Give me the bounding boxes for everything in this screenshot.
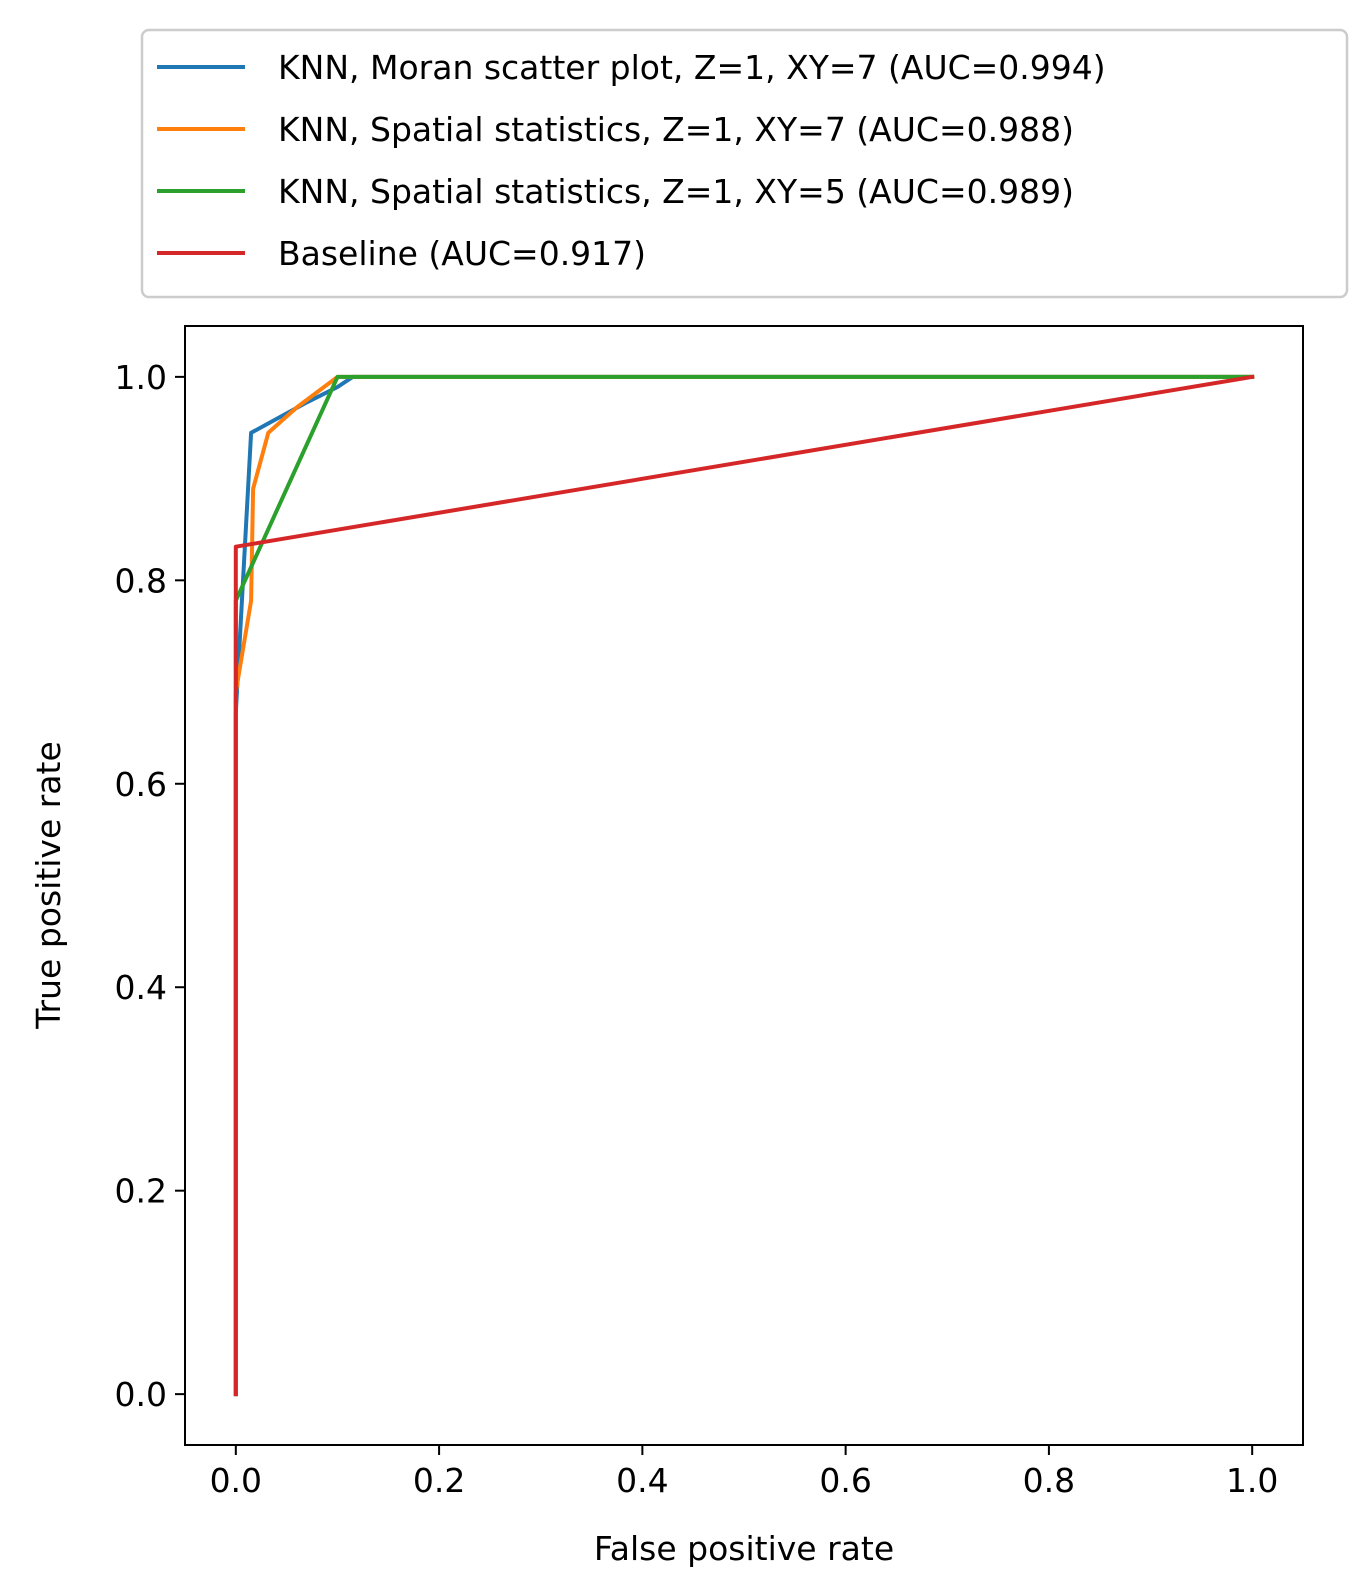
legend-frame [140, 28, 1349, 299]
y-tick-label: 0.8 [115, 561, 167, 600]
y-tick-label: 0.4 [115, 968, 167, 1007]
series-line-1 [233, 374, 1255, 1397]
x-tick-label: 1.0 [1226, 1461, 1278, 1500]
legend-label-2: KNN, Spatial statistics, Z=1, XY=7 (AUC=… [278, 110, 1074, 149]
x-axis-label: False positive rate [594, 1529, 894, 1568]
x-tick-label: 0.0 [210, 1461, 262, 1500]
ticks-layer: 0.0 0.2 0.4 0.6 0.8 1.0 0.0 0.2 0.4 0.6 0.8 1.0 [115, 358, 1279, 1500]
series-line-2 [233, 374, 1255, 1397]
legend-label-1: KNN, Moran scatter plot, Z=1, XY=7 (AUC=… [278, 48, 1106, 87]
y-axis-label: True positive rate [29, 741, 68, 1030]
series-line-3 [233, 374, 1255, 1397]
series-layer [233, 374, 1255, 1397]
x-tick-label: 0.4 [616, 1461, 668, 1500]
legend: KNN, Moran scatter plot, Z=1, XY=7 (AUC=… [140, 28, 1349, 299]
plot-area-frame [184, 325, 1304, 1446]
legend-label-3: KNN, Spatial statistics, Z=1, XY=5 (AUC=… [278, 172, 1074, 211]
x-tick-label: 0.2 [413, 1461, 465, 1500]
x-tick-label: 0.8 [1023, 1461, 1075, 1500]
y-tick-label: 0.2 [115, 1172, 167, 1211]
y-tick-label: 0.0 [115, 1375, 167, 1414]
series-line-4 [233, 374, 1255, 1397]
x-tick-label: 0.6 [819, 1461, 871, 1500]
y-tick-label: 0.6 [115, 765, 167, 804]
y-tick-label: 1.0 [115, 358, 167, 397]
legend-label-4: Baseline (AUC=0.917) [278, 234, 646, 273]
